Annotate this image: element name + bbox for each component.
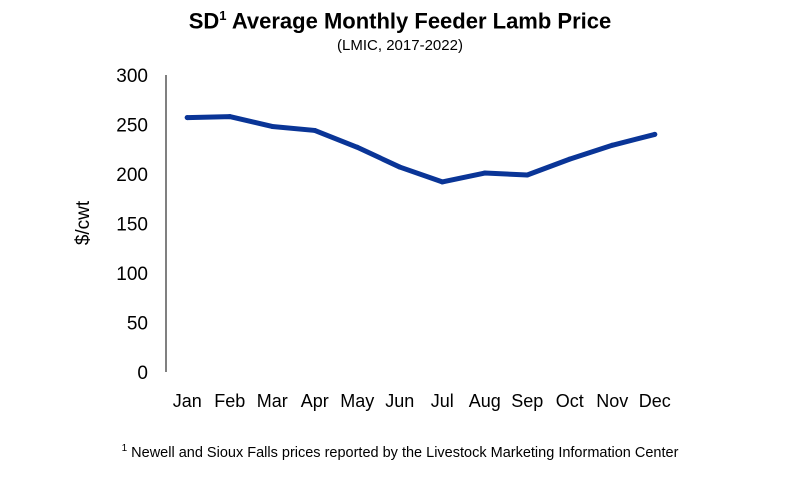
data-point-apr (312, 127, 318, 133)
title-prefix: SD (188, 8, 220, 34)
series-line (184, 114, 658, 185)
chart-title: SD1 Average Monthly Feeder Lamb Price (0, 8, 800, 34)
x-tick-label: May (340, 391, 374, 411)
x-tick-label: Oct (556, 391, 584, 411)
x-tick-label: Apr (301, 391, 329, 411)
x-tick-label: Jun (385, 391, 414, 411)
y-tick-label: 250 (116, 116, 148, 137)
data-point-nov (609, 142, 615, 148)
chart-subtitle: (LMIC, 2017-2022) (337, 37, 463, 54)
data-point-jan (184, 115, 190, 121)
x-tick-label: Feb (214, 391, 245, 411)
x-tick-label: Dec (639, 391, 671, 411)
y-tick-label: 150 (116, 215, 148, 236)
y-tick-label: 200 (116, 165, 148, 186)
y-tick-label: 100 (116, 264, 148, 285)
y-axis-label: $/cwt (73, 200, 94, 245)
y-tick-label: 50 (127, 314, 148, 335)
title-text: Average Monthly Feeder Lamb Price (231, 8, 612, 34)
x-tick-label: Jan (173, 391, 202, 411)
x-tick-label: Nov (596, 391, 628, 411)
data-point-jun (397, 164, 403, 170)
footnote-marker: 1 (121, 443, 128, 454)
y-tick-label: 0 (137, 363, 148, 384)
data-point-sep (524, 172, 530, 178)
x-tick-label: Jul (431, 391, 454, 411)
data-point-may (354, 144, 360, 150)
title-superscript: 1 (219, 8, 227, 23)
footnote-text: Newell and Sioux Falls prices reported b… (131, 444, 679, 461)
data-point-oct (567, 156, 573, 162)
x-tick-label: Sep (511, 391, 543, 411)
data-point-dec (652, 131, 658, 137)
data-point-mar (269, 123, 275, 129)
data-point-aug (482, 170, 488, 176)
data-point-jul (439, 179, 445, 185)
footnote: 1 Newell and Sioux Falls prices reported… (0, 443, 800, 461)
x-tick-label: Mar (257, 391, 288, 411)
data-point-feb (227, 114, 233, 120)
x-tick-label: Aug (469, 391, 501, 411)
y-tick-label: 300 (116, 66, 148, 87)
